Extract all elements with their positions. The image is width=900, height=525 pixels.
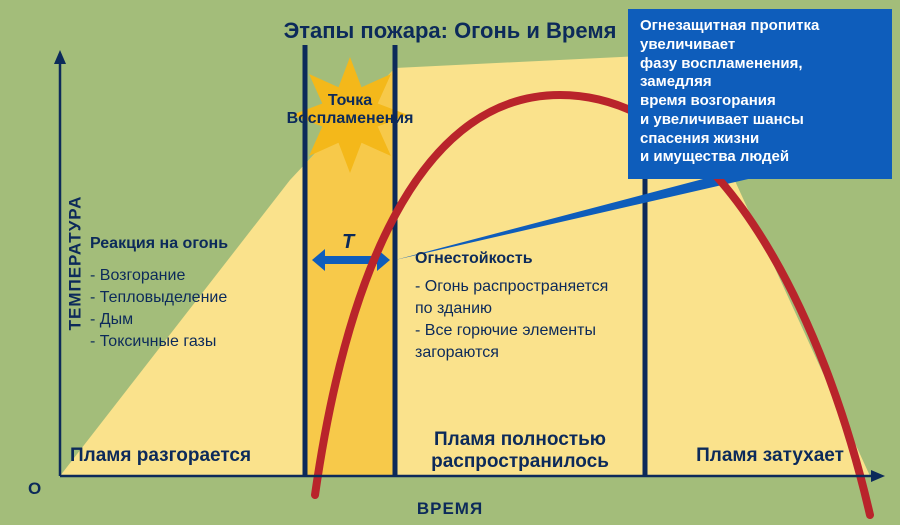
info-callout-line: увеличивает [640, 36, 880, 55]
info-callout-line: Огнезащитная пропитка [640, 17, 880, 36]
x-axis-label: ВРЕМЯ [0, 499, 900, 519]
info-callout-line: и увеличивает шансы [640, 111, 880, 130]
origin-label: O [28, 479, 41, 499]
info-callout-line: спасения жизни [640, 130, 880, 149]
resistance-item: загораются [415, 344, 640, 362]
reaction-item: - Тепловыделение [90, 289, 295, 307]
info-callout-line: и имущества людей [640, 148, 880, 167]
info-callout-box: Огнезащитная пропиткаувеличиваетфазу вос… [628, 9, 892, 179]
reaction-block: Реакция на огонь - Возгорание - Тепловыд… [90, 235, 295, 351]
reaction-item: - Токсичные газы [90, 333, 295, 351]
reaction-heading: Реакция на огонь [90, 235, 295, 253]
resistance-item: по зданию [415, 300, 640, 318]
resistance-item: - Все горючие элементы [415, 322, 640, 340]
reaction-item: - Дым [90, 311, 295, 329]
stage-label-fully-developed: Пламя полностьюраспространилось [400, 429, 640, 473]
stage-label-decay: Пламя затухает [655, 445, 885, 467]
resistance-heading: Огнестойкость [415, 250, 640, 268]
y-axis-label: ТЕМПЕРАТУРА [65, 195, 85, 330]
t-interval-label: T [342, 231, 354, 254]
info-callout-line: фазу воспламенения, [640, 55, 880, 74]
info-callout-line: время возгорания [640, 92, 880, 111]
info-callout-line: замедляя [640, 73, 880, 92]
reaction-item: - Возгорание [90, 267, 295, 285]
resistance-item: - Огонь распространяется [415, 278, 640, 296]
stage-label-developing: Пламя разгорается [70, 445, 300, 467]
resistance-block: Огнестойкость - Огонь распространяется п… [415, 250, 640, 362]
flash-point-label: Точка Воспламенения [280, 92, 420, 129]
